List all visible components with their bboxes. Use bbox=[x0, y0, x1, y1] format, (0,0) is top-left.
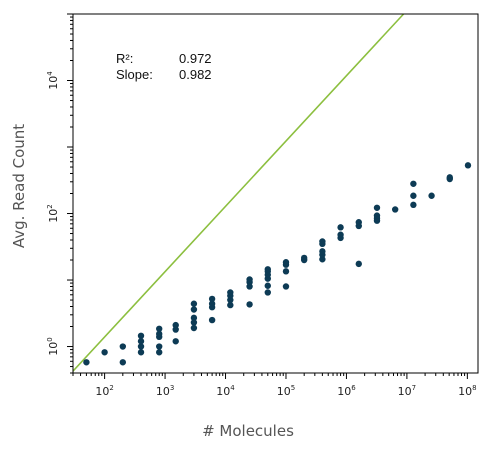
data-point bbox=[319, 256, 326, 263]
y-axis-title: Avg. Read Count bbox=[10, 124, 28, 248]
data-point bbox=[410, 201, 417, 209]
x-tick-label: 105 bbox=[277, 384, 295, 398]
data-point bbox=[410, 192, 417, 199]
slope-value: 0.982 bbox=[179, 67, 212, 82]
data-point bbox=[264, 289, 271, 296]
x-tick-label: 103 bbox=[156, 384, 174, 398]
data-point bbox=[190, 300, 198, 307]
fit-line bbox=[72, 13, 405, 372]
data-point bbox=[190, 324, 198, 332]
data-point bbox=[464, 162, 472, 169]
data-point bbox=[208, 295, 216, 303]
r2-label: R²: bbox=[116, 51, 133, 66]
data-point bbox=[337, 231, 344, 238]
data-point bbox=[172, 338, 179, 345]
data-point bbox=[156, 349, 163, 356]
x-tick-label: 106 bbox=[337, 384, 356, 398]
data-point bbox=[337, 224, 344, 231]
data-point bbox=[300, 254, 308, 262]
data-point bbox=[264, 282, 271, 289]
data-point bbox=[156, 325, 163, 332]
y-tick-label: 100 bbox=[46, 337, 60, 355]
data-point bbox=[208, 316, 216, 324]
y-tick-label: 104 bbox=[46, 71, 60, 90]
data-point bbox=[355, 219, 362, 226]
data-point bbox=[137, 332, 145, 340]
data-point bbox=[319, 238, 326, 245]
x-tick-label: 108 bbox=[458, 384, 476, 398]
x-tick-label: 107 bbox=[398, 384, 416, 398]
fit-line-layer bbox=[72, 13, 405, 372]
data-point bbox=[282, 259, 290, 266]
data-point bbox=[190, 319, 198, 326]
stats-box: R²: 0.972 Slope: 0.982 bbox=[116, 51, 212, 82]
data-point bbox=[391, 206, 399, 213]
data-point bbox=[373, 212, 381, 219]
data-point bbox=[227, 289, 234, 296]
data-point bbox=[190, 314, 198, 322]
data-point bbox=[227, 301, 234, 309]
data-point bbox=[119, 343, 127, 350]
axes-layer: 102 103 104 105 106 107 108 100 102 104 bbox=[46, 13, 479, 398]
data-point bbox=[428, 192, 435, 199]
data-point bbox=[101, 349, 108, 356]
data-point bbox=[137, 349, 145, 356]
data-point bbox=[282, 283, 290, 290]
data-point bbox=[172, 326, 179, 333]
data-point bbox=[208, 300, 216, 307]
data-point bbox=[119, 359, 127, 366]
data-point bbox=[410, 180, 417, 187]
r2-value: 0.972 bbox=[179, 51, 212, 66]
data-point bbox=[319, 248, 326, 255]
x-tick-label: 102 bbox=[95, 384, 113, 398]
data-point bbox=[282, 268, 290, 275]
slope-label: Slope: bbox=[116, 67, 153, 82]
data-point bbox=[446, 174, 453, 181]
data-point bbox=[246, 301, 253, 308]
data-points-layer bbox=[83, 162, 472, 366]
data-point bbox=[172, 321, 179, 329]
data-point bbox=[83, 359, 90, 366]
data-point bbox=[264, 266, 271, 273]
data-point bbox=[246, 276, 253, 283]
data-point bbox=[373, 204, 381, 211]
data-point bbox=[137, 343, 145, 350]
data-point bbox=[355, 260, 362, 268]
x-tick-label: 104 bbox=[216, 384, 235, 398]
x-axis-title: # Molecules bbox=[202, 422, 294, 440]
data-point bbox=[137, 338, 145, 345]
data-point bbox=[190, 306, 198, 313]
y-tick-label: 102 bbox=[46, 204, 60, 222]
data-point bbox=[156, 330, 163, 338]
data-point bbox=[156, 343, 163, 350]
